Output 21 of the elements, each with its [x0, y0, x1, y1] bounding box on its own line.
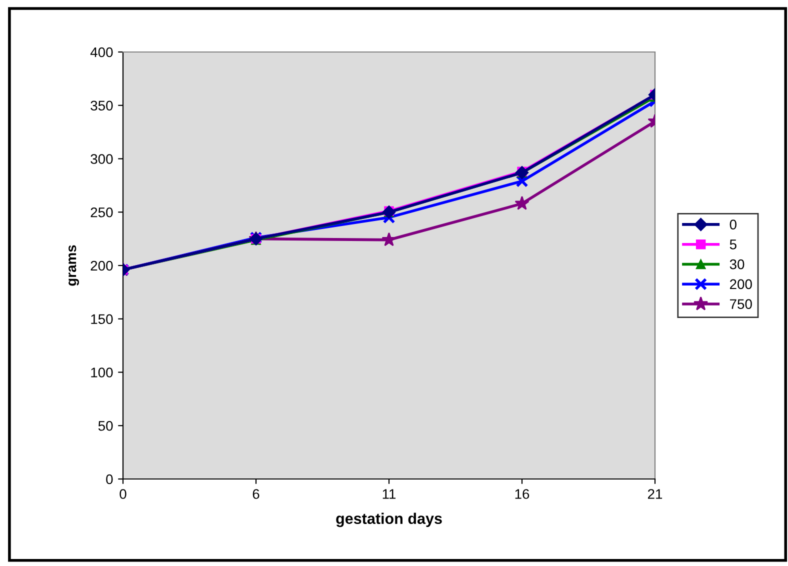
y-tick-label: 350: [90, 100, 113, 111]
y-tick-label: 250: [90, 207, 113, 218]
legend-label: 0: [730, 220, 736, 230]
legend-label: 200: [730, 279, 752, 290]
y-tick-label: 300: [90, 154, 113, 164]
y-tick-label: 50: [98, 420, 113, 431]
legend-label: 30: [730, 259, 744, 270]
x-tick-label: 0: [120, 489, 126, 499]
x-tick-label: 16: [515, 489, 530, 499]
y-tick-label: 400: [90, 47, 113, 58]
y-tick-label: 150: [91, 314, 113, 324]
y-axis-title: grams: [68, 245, 79, 286]
y-tick-label: 0: [106, 474, 113, 484]
legend-label: 5: [730, 240, 736, 250]
x-tick-label: 21: [648, 489, 662, 499]
x-tick-label: 6: [252, 489, 260, 499]
legend-label: 750: [730, 299, 752, 310]
x-axis-title: gestation days: [336, 512, 442, 528]
y-tick-label: 100: [91, 368, 113, 378]
x-tick-label: 11: [382, 489, 396, 499]
y-tick-label: 200: [90, 260, 113, 271]
